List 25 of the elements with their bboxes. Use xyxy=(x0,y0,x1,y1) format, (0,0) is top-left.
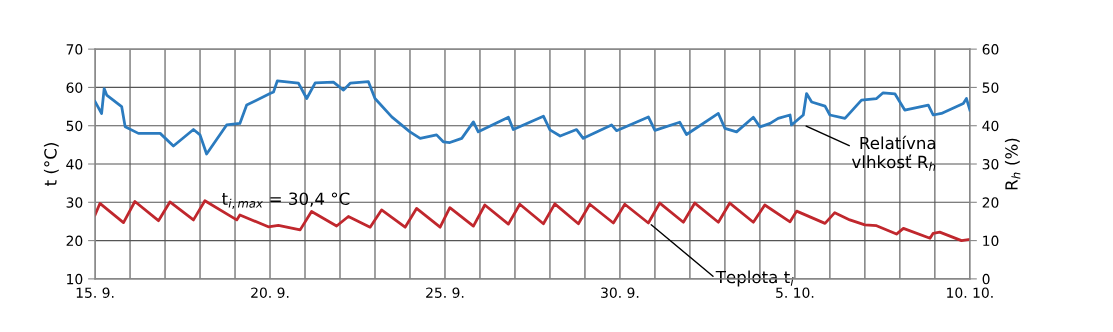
y-tick-label: 70 xyxy=(66,44,83,55)
x-tick-label: 5. 10. xyxy=(776,287,814,298)
x-tick-label: 15. 9. xyxy=(76,287,114,298)
y-tick-label: 10 xyxy=(67,273,83,285)
x-tick-label: 30. 9. xyxy=(601,287,639,298)
y2-tick-label: 20 xyxy=(982,197,999,208)
x-tick-label: 20. 9. xyxy=(251,287,289,298)
y2-tick-label: 50 xyxy=(982,82,999,93)
y2-tick-label: 60 xyxy=(982,44,999,55)
y-tick-label: 20 xyxy=(66,235,83,247)
annotation: Teplota t$_{i}$ xyxy=(715,270,794,287)
x-tick-label: 10. 10. xyxy=(947,287,993,298)
x-tick-label: 25. 9. xyxy=(426,287,464,298)
annotation: Relatívna vlhkosť R$_{h}$ xyxy=(851,135,936,171)
y-axis-title: t (°C) xyxy=(43,143,59,186)
y-tick-label: 30 xyxy=(66,197,83,208)
y-tick-label: 50 xyxy=(66,120,83,132)
y2-tick-label: 40 xyxy=(982,120,999,132)
y2-tick-label: 0 xyxy=(982,273,990,285)
y2-tick-label: 10 xyxy=(983,235,999,247)
annotation: t$_{i,max}$ = 30,4 °C xyxy=(222,192,350,209)
y2-tick-label: 30 xyxy=(982,158,999,170)
y-tick-label: 40 xyxy=(66,158,83,170)
y2-axis-title: R$_{h}$ (%) xyxy=(1004,138,1021,190)
y-tick-label: 60 xyxy=(66,82,83,93)
